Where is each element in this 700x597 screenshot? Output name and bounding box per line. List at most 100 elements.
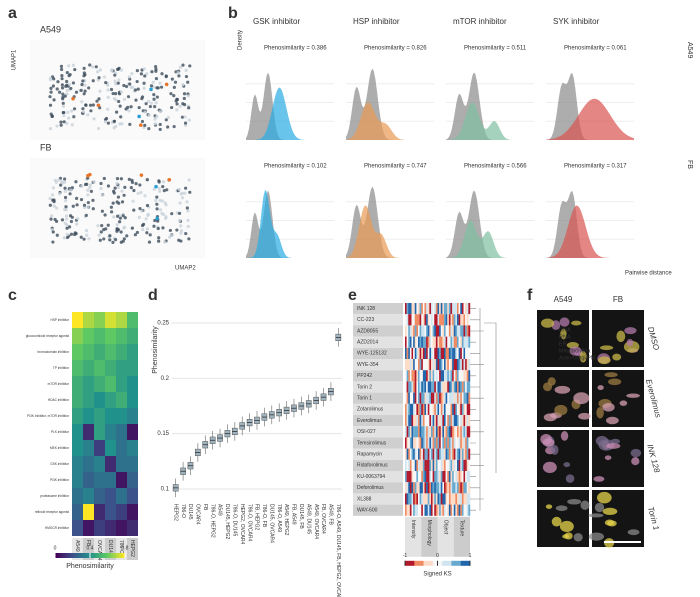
ks-cell (453, 426, 456, 438)
umap-point (63, 186, 67, 190)
cell (569, 346, 582, 356)
heatmap-cell (83, 408, 94, 424)
row-label: CC-223 (357, 317, 374, 323)
ks-cell (411, 370, 414, 382)
umap-point (125, 234, 129, 238)
row-label: mTOR inhibitor (48, 382, 70, 386)
umap-point (137, 105, 141, 110)
ks-cell (445, 504, 448, 516)
umap-point (155, 115, 159, 119)
ks-cell (465, 303, 467, 315)
group-bg (453, 516, 470, 557)
ks-cell (432, 347, 435, 359)
ks-cell (427, 381, 430, 393)
colorbar-step (414, 560, 424, 566)
ks-cell (463, 325, 466, 337)
ks-cell (416, 403, 419, 415)
heatmap-cell (72, 424, 83, 440)
ks-cell (466, 448, 469, 460)
y-tick-label: 0.2 (161, 376, 170, 382)
ks-cell (450, 370, 453, 382)
umap-point (114, 110, 119, 114)
umap-point (187, 178, 191, 182)
umap-point (71, 81, 76, 85)
ks-cell (450, 392, 453, 404)
umap-point (111, 240, 115, 244)
heatmap-cell (94, 360, 105, 376)
ks-cell (460, 370, 463, 382)
ks-cell (463, 303, 466, 315)
umap-point (177, 74, 181, 78)
umap-point (153, 122, 157, 126)
ks-cell (439, 403, 441, 415)
colorbar-step (67, 553, 70, 558)
umap-point (145, 72, 149, 76)
colorbar-step (79, 553, 82, 558)
umap-point (54, 180, 59, 184)
umap-point (174, 99, 178, 103)
x-tick-label: A549 (217, 504, 223, 516)
ks-cell (416, 325, 419, 337)
heatmap-cell (72, 456, 83, 472)
ks-cell (463, 403, 466, 415)
ks-cell (440, 504, 443, 516)
ks-cell (450, 459, 453, 471)
colorbar-step (460, 560, 471, 566)
umap-point (91, 198, 95, 202)
row-label-bg (353, 403, 403, 415)
panel-label: b (228, 5, 238, 22)
ks-cell (457, 314, 459, 326)
ks-cell (406, 303, 409, 315)
ks-cell (445, 448, 448, 460)
colorbar-step (442, 560, 452, 566)
ks-cell (448, 437, 451, 449)
ks-cell (439, 471, 441, 483)
umap-point (84, 103, 88, 107)
ks-cell (414, 381, 417, 393)
ks-cell (419, 448, 422, 460)
umap-point (48, 103, 53, 107)
ks-cell (405, 493, 407, 505)
umap-point (68, 82, 72, 86)
umap-point (132, 188, 136, 193)
umap-point (115, 223, 119, 227)
ks-cell (450, 359, 453, 371)
ks-cell (435, 403, 438, 415)
ks-cell (442, 482, 445, 494)
heatmap-cell (94, 504, 105, 520)
ks-cell (424, 448, 427, 460)
ks-cell (409, 314, 412, 326)
ks-cell (409, 504, 412, 516)
x-tick-label: A549, HEPG2 (283, 504, 289, 536)
ks-cell (406, 381, 409, 393)
ks-cell (432, 381, 435, 393)
ks-cell (455, 325, 458, 337)
ks-cell (409, 403, 412, 415)
umap-point (48, 78, 53, 82)
umap-point (87, 237, 91, 241)
heatmap-cell (72, 312, 83, 328)
heatmap-cell (72, 376, 83, 392)
umap-point (156, 226, 160, 231)
ks-cell (408, 325, 411, 337)
ks-cell (431, 392, 433, 404)
ks-cell (422, 347, 425, 359)
ks-cell (422, 303, 425, 315)
heatmap-cell (127, 504, 138, 520)
ks-cell (426, 359, 428, 371)
ks-cell (455, 448, 458, 460)
ks-cell (405, 415, 407, 427)
ks-cell (405, 403, 407, 415)
axis-label: UMAP1 (12, 49, 18, 70)
ks-cell (445, 303, 448, 315)
ks-cell (458, 471, 461, 483)
ks-cell (444, 336, 446, 348)
umap-point (106, 107, 110, 111)
y-tick-label: 0.1 (161, 487, 170, 493)
ks-cell (429, 392, 432, 404)
heatmap-cell (105, 312, 116, 328)
umap-point (179, 229, 184, 233)
ks-cell (461, 336, 464, 348)
ks-cell (421, 437, 424, 449)
umap-point (118, 216, 123, 220)
